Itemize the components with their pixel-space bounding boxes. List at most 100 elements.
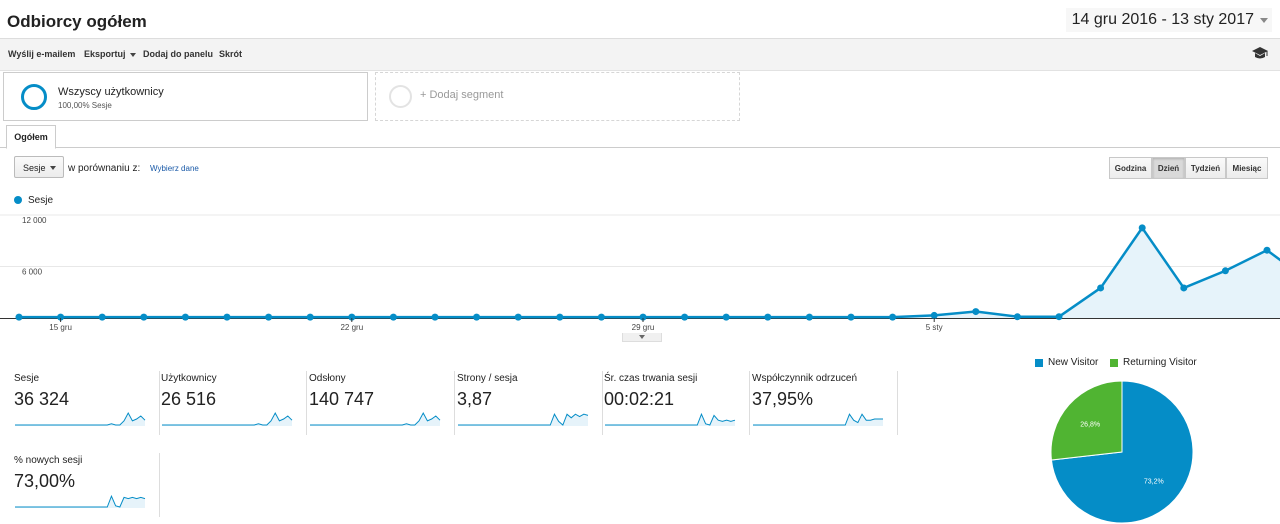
compare-label: w porównaniu z: bbox=[68, 163, 141, 174]
chevron-down-icon bbox=[1260, 18, 1268, 23]
x-tick-label: 29 gru bbox=[632, 323, 655, 332]
export-label: Eksportuj bbox=[84, 49, 126, 59]
sparkline-area bbox=[310, 413, 440, 426]
pie-slice[interactable] bbox=[1050, 380, 1123, 461]
granularity-month-button[interactable]: Miesiąc bbox=[1226, 157, 1268, 179]
choose-metric-link[interactable]: Wybierz dane bbox=[150, 164, 199, 173]
data-point[interactable] bbox=[348, 313, 356, 321]
scorecard-name: Użytkownicy bbox=[161, 373, 217, 384]
data-point[interactable] bbox=[639, 313, 647, 321]
granularity-hour-button[interactable]: Godzina bbox=[1109, 157, 1152, 179]
add-to-dashboard-button[interactable]: Dodaj do panelu bbox=[143, 49, 214, 59]
data-point[interactable] bbox=[1221, 267, 1229, 275]
legend-marker-returning bbox=[1110, 358, 1118, 367]
data-point[interactable] bbox=[1180, 284, 1188, 292]
sparkline-line bbox=[15, 411, 146, 426]
legend-label: Sesje bbox=[28, 195, 54, 206]
chevron-down-icon bbox=[639, 335, 645, 339]
data-point[interactable] bbox=[431, 313, 439, 321]
data-point[interactable] bbox=[389, 313, 397, 321]
data-point[interactable] bbox=[972, 308, 980, 316]
scorecard-value: 36 324 bbox=[14, 389, 70, 409]
scorecard[interactable]: % nowych sesji 73,00% bbox=[12, 453, 160, 517]
data-point[interactable] bbox=[764, 313, 772, 321]
data-point[interactable] bbox=[473, 313, 481, 321]
sparkline-area bbox=[605, 414, 735, 426]
sessions-chart: 12 000 6 000 15 gru 22 gru 29 gru 5 sty bbox=[0, 214, 1280, 332]
report-toolbar: Wyślij e-mailem Eksportuj Dodaj do panel… bbox=[0, 38, 1280, 71]
sparkline-line bbox=[15, 494, 146, 508]
data-point[interactable] bbox=[57, 313, 65, 321]
data-point[interactable] bbox=[223, 313, 231, 321]
granularity-day-button[interactable]: Dzień bbox=[1152, 157, 1185, 179]
data-point[interactable] bbox=[681, 313, 689, 321]
sparkline-line bbox=[753, 413, 883, 426]
email-button[interactable]: Wyślij e-mailem bbox=[8, 49, 76, 59]
pie-slice-label: 26,8% bbox=[1080, 422, 1100, 429]
data-point[interactable] bbox=[805, 313, 813, 321]
x-tick-label: 15 gru bbox=[49, 323, 72, 332]
date-range-label: 14 gru 2016 - 13 sty 2017 bbox=[1071, 11, 1254, 28]
scorecard[interactable]: Użytkownicy 26 516 bbox=[159, 371, 307, 435]
legend-marker-new bbox=[1035, 358, 1043, 367]
x-tick-label: 22 gru bbox=[340, 323, 363, 332]
data-point[interactable] bbox=[181, 313, 189, 321]
data-point[interactable] bbox=[15, 313, 23, 321]
data-point[interactable] bbox=[556, 313, 564, 321]
scorecard-sparkline bbox=[753, 413, 883, 426]
granularity-week-button[interactable]: Tydzień bbox=[1185, 157, 1226, 179]
data-point[interactable] bbox=[1263, 246, 1271, 254]
scorecard-name: Odsłony bbox=[309, 373, 346, 384]
sparkline-line bbox=[162, 411, 293, 426]
data-point[interactable] bbox=[889, 313, 897, 321]
tab-overview[interactable]: Ogółem bbox=[6, 125, 56, 149]
scorecard[interactable]: Odsłony 140 747 bbox=[307, 371, 455, 435]
scorecard-value: 140 747 bbox=[309, 389, 375, 409]
scorecard[interactable]: Współczynnik odrzuceń 37,95% bbox=[750, 371, 898, 435]
data-point[interactable] bbox=[597, 313, 605, 321]
segment-ring-icon bbox=[21, 84, 47, 110]
shortcut-button[interactable]: Skrót bbox=[219, 49, 243, 59]
tab-divider bbox=[0, 147, 1280, 148]
scorecard[interactable]: Strony / sesja 3,87 bbox=[455, 371, 603, 435]
scorecard-value: 26 516 bbox=[161, 389, 217, 409]
scorecard[interactable]: Śr. czas trwania sesji 00:02:21 bbox=[602, 371, 750, 435]
data-point[interactable] bbox=[1055, 313, 1063, 321]
segment-name: Wszyscy użytkownicy bbox=[58, 86, 164, 98]
sparkline-line bbox=[310, 411, 441, 426]
add-segment-button[interactable]: + Dodaj segment bbox=[375, 72, 740, 121]
segment-placeholder-icon bbox=[389, 85, 412, 108]
data-point[interactable] bbox=[930, 311, 938, 319]
scorecard-name: Strony / sesja bbox=[457, 373, 518, 384]
metric-select[interactable]: Sesje bbox=[14, 156, 64, 178]
data-point[interactable] bbox=[1138, 224, 1146, 232]
data-point[interactable] bbox=[140, 313, 148, 321]
sparkline-area bbox=[458, 414, 588, 426]
page-title: Odbiorcy ogółem bbox=[7, 12, 147, 31]
scorecard-name: Sesje bbox=[14, 373, 40, 384]
data-point[interactable] bbox=[722, 313, 730, 321]
data-point[interactable] bbox=[265, 313, 273, 321]
series-line bbox=[19, 225, 1280, 319]
data-point[interactable] bbox=[1013, 313, 1021, 321]
segment-all-users[interactable]: Wszyscy użytkownicy 100,00% Sesje bbox=[3, 72, 368, 121]
data-point[interactable] bbox=[306, 313, 314, 321]
export-button[interactable]: Eksportuj bbox=[84, 49, 136, 59]
graduation-cap-icon[interactable] bbox=[1252, 46, 1268, 60]
data-point[interactable] bbox=[98, 313, 106, 321]
data-point[interactable] bbox=[847, 313, 855, 321]
sparkline-area bbox=[15, 413, 145, 426]
scorecard-sparkline bbox=[162, 411, 293, 426]
series-area bbox=[19, 227, 1280, 318]
data-point[interactable] bbox=[514, 313, 522, 321]
sparkline-line bbox=[605, 412, 736, 426]
scorecard-value: 00:02:21 bbox=[604, 389, 675, 409]
date-range-picker[interactable]: 14 gru 2016 - 13 sty 2017 bbox=[1065, 8, 1272, 32]
scorecard[interactable]: Sesje 36 324 bbox=[12, 371, 160, 435]
chart-collapse-toggle[interactable] bbox=[622, 333, 662, 342]
x-tick-label: 5 sty bbox=[926, 323, 943, 332]
pie-slice-label: 73,2% bbox=[1144, 478, 1164, 485]
chevron-down-icon bbox=[50, 166, 56, 170]
chevron-down-icon bbox=[129, 52, 136, 57]
data-point[interactable] bbox=[1097, 284, 1105, 292]
